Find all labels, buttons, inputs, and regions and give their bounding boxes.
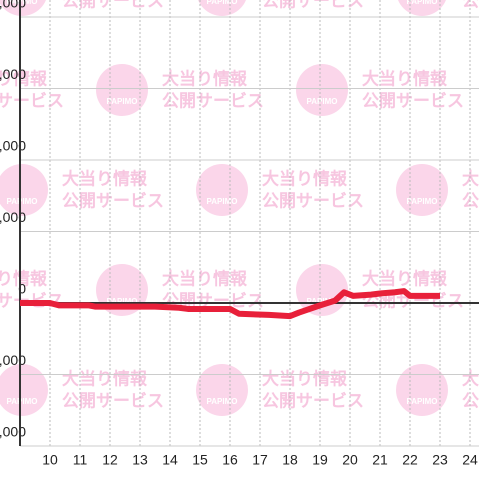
watermark-logo [396, 164, 448, 216]
x-tick-label: 24 [462, 452, 478, 468]
watermark-logo-text: PAPIMO [207, 397, 238, 406]
x-tick-label: 19 [312, 452, 328, 468]
watermark-logo-text: PAPIMO [307, 97, 338, 106]
x-tick-label: 12 [102, 452, 118, 468]
x-tick-label: 11 [73, 452, 88, 468]
x-tick-label: 18 [282, 452, 298, 468]
watermark-logo [396, 364, 448, 416]
watermark-text: 大当り情報 [162, 68, 248, 88]
watermark-text: 公開サービス [62, 0, 164, 10]
watermark-text: 大当り情報 [262, 368, 348, 388]
watermark-text: 大当り情報 [62, 168, 148, 188]
x-tick-label: 14 [162, 452, 178, 468]
watermark-logo [96, 64, 148, 116]
watermark-logo-text: PAPIMO [107, 297, 138, 306]
watermark-logo [196, 164, 248, 216]
x-tick-label: 23 [432, 452, 448, 468]
watermark-logo-text: PAPIMO [207, 0, 238, 6]
watermark-text: 大当り情報 [362, 68, 448, 88]
watermark-logo [0, 364, 48, 416]
watermark-text: 公開サービス [162, 291, 264, 310]
watermark-text: 大当り情報 [262, 168, 348, 188]
watermark-logo [196, 364, 248, 416]
watermark-text: 公開サービス [462, 191, 480, 210]
y-tick-label: 0 [18, 281, 26, 297]
watermark-text: 公開サービス [462, 0, 480, 10]
watermark-logo-text: PAPIMO [7, 197, 38, 206]
x-tick-label: 16 [222, 452, 238, 468]
y-tick-label: -6,000 [0, 424, 26, 440]
watermark-text: 大当り情報 [362, 268, 448, 288]
watermark-logo [398, 0, 446, 16]
watermark-logo-text: PAPIMO [7, 397, 38, 406]
y-tick-label: 12,000 [0, 0, 26, 11]
watermark-logo [296, 64, 348, 116]
watermark-logo-text: PAPIMO [407, 0, 438, 6]
watermark-text: 大当り情報 [462, 368, 480, 388]
watermark-text: 公開サービス [462, 391, 480, 410]
watermark-logo-text: PAPIMO [407, 197, 438, 206]
x-tick-label: 20 [342, 452, 358, 468]
y-tick-label: 6,000 [0, 138, 26, 154]
watermark-logo [198, 0, 246, 16]
x-tick-label: 21 [372, 452, 388, 468]
watermark-text: 大当り情報 [0, 268, 48, 288]
watermarks: PAPIMO大当り情報公開サービスPAPIMO大当り情報公開サービスPAPIMO… [0, 0, 480, 416]
watermark-logo-text: PAPIMO [407, 397, 438, 406]
x-tick-label: 17 [252, 452, 268, 468]
watermark-text: 公開サービス [162, 91, 264, 110]
watermark-text: 公開サービス [262, 191, 364, 210]
watermark-text: 公開サービス [0, 91, 64, 110]
watermark-text: 公開サービス [262, 391, 364, 410]
y-tick-label: 9,000 [0, 66, 26, 82]
y-tick-label: -3,000 [0, 352, 26, 368]
watermark-logo [0, 164, 48, 216]
y-tick-label: 3,000 [0, 209, 26, 225]
watermark-text: 大当り情報 [162, 268, 248, 288]
watermark-logo [0, 0, 46, 16]
watermark-text: 公開サービス [362, 91, 464, 110]
x-tick-label: 22 [402, 452, 418, 468]
watermark-text: 公開サービス [62, 391, 164, 410]
watermark-text: 公開サービス [62, 191, 164, 210]
watermark-text: 大当り情報 [62, 368, 148, 388]
watermark-logo-text: PAPIMO [107, 97, 138, 106]
x-tick-label: 15 [192, 452, 208, 468]
watermark-text: 大当り情報 [0, 68, 48, 88]
x-tick-label: 13 [132, 452, 148, 468]
watermark-text: 大当り情報 [462, 168, 480, 188]
data-line [20, 288, 440, 320]
watermark-logo-text: PAPIMO [207, 197, 238, 206]
x-tick-label: 10 [42, 452, 58, 468]
watermark-logo-text: PAPIMO [7, 0, 38, 6]
watermark-text: 公開サービス [262, 0, 364, 10]
